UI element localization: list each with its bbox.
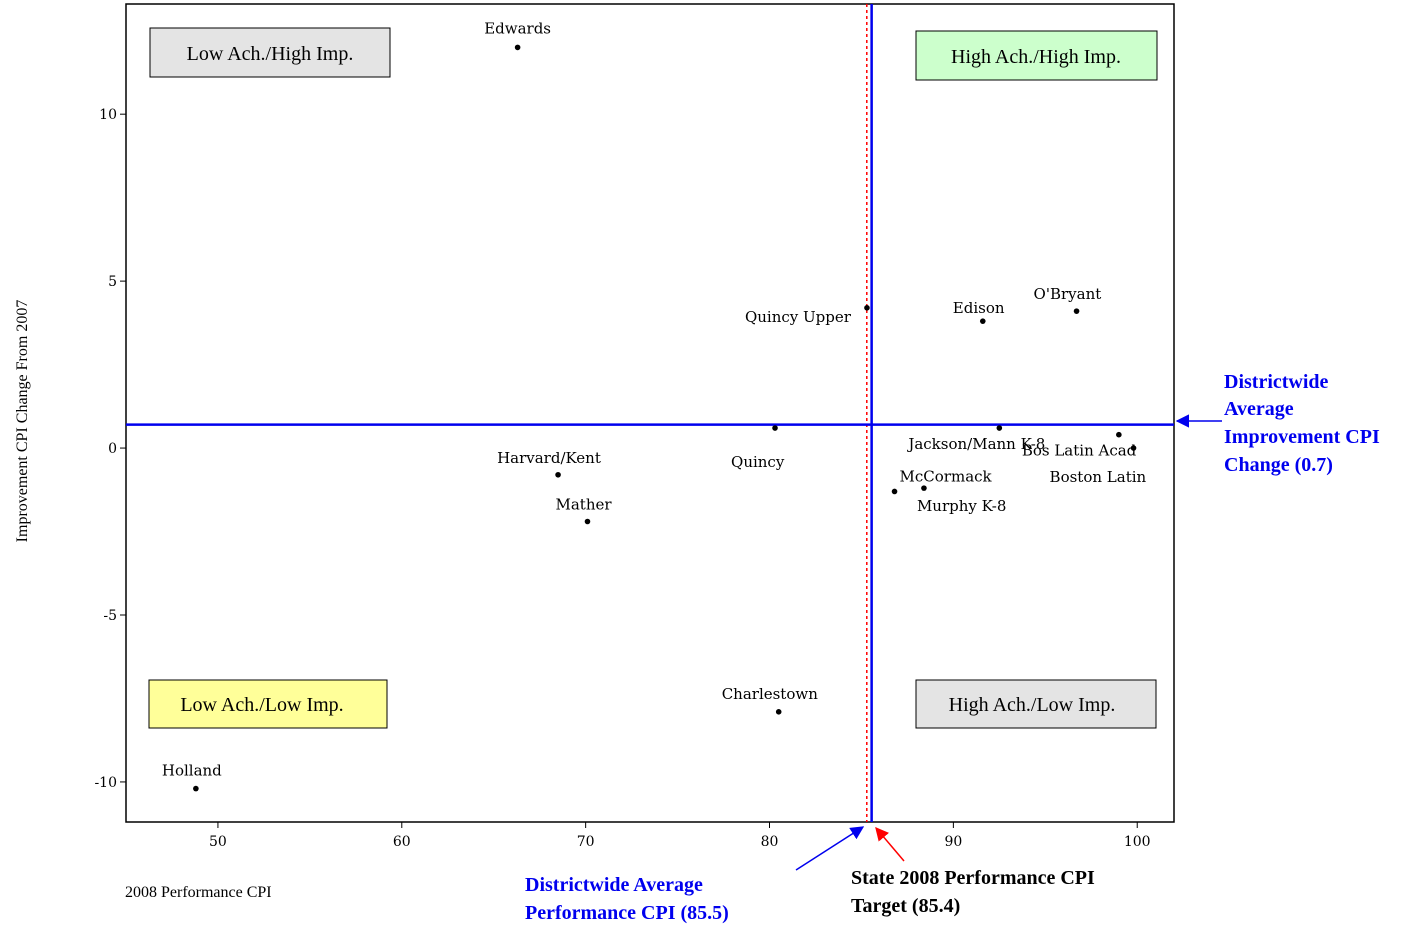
data-point bbox=[1116, 431, 1122, 438]
data-point-label: Edwards bbox=[484, 19, 551, 37]
annotation-district-performance-line-1: Districtwide Average bbox=[525, 874, 703, 896]
annotation-state-target-arrow bbox=[875, 826, 905, 862]
data-point bbox=[514, 44, 521, 51]
quadrant-top-left: Low Ach./High Imp. bbox=[149, 27, 391, 78]
data-point-label: Mather bbox=[555, 496, 612, 514]
annotation-district-performance: Districtwide Average Performance CPI (85… bbox=[525, 826, 865, 924]
annotation-district-performance-arrow bbox=[795, 826, 865, 871]
y-tick-label: -10 bbox=[94, 775, 117, 791]
data-point bbox=[775, 709, 782, 715]
x-tick-label: 80 bbox=[761, 834, 779, 850]
axis-ticks: 50 60 70 80 90 100 -10 -5 0 5 10 bbox=[94, 107, 1150, 850]
quadrant-top-right: High Ach./High Imp. bbox=[915, 30, 1158, 81]
y-tick-label: 0 bbox=[108, 441, 117, 457]
data-point bbox=[979, 318, 986, 324]
data-point bbox=[996, 425, 1003, 431]
data-point bbox=[772, 425, 778, 431]
x-tick-label: 70 bbox=[577, 834, 595, 850]
quadrant-bottom-right-box bbox=[915, 679, 1157, 729]
y-axis-title: Improvement CPI Change From 2007 bbox=[14, 300, 31, 543]
data-point-label: O'Bryant bbox=[1034, 285, 1102, 303]
y-tick-label: 5 bbox=[108, 274, 117, 290]
data-point-label: McCormack bbox=[900, 467, 993, 485]
reference-lines bbox=[126, 4, 1174, 822]
data-point-label: Harvard/Kent bbox=[497, 449, 601, 467]
annotation-state-target: State 2008 Performance CPI Target (85.4) bbox=[851, 826, 1095, 917]
annotation-district-improvement-line-1: Districtwide bbox=[1224, 371, 1329, 393]
data-point bbox=[584, 518, 591, 525]
data-point bbox=[1073, 308, 1080, 314]
data-point bbox=[193, 785, 199, 792]
annotation-district-performance-line-2: Performance CPI (85.5) bbox=[525, 902, 729, 924]
quadrant-top-left-label: Low Ach./High Imp. bbox=[187, 43, 354, 65]
data-point-label: Bos Latin Acad bbox=[1022, 442, 1137, 460]
data-point-label: Charlestown bbox=[722, 685, 819, 703]
data-point bbox=[921, 485, 927, 491]
data-point-label: Quincy Upper bbox=[745, 308, 852, 326]
data-point-label: Edison bbox=[953, 299, 1005, 317]
quadrant-bottom-right: High Ach./Low Imp. bbox=[915, 679, 1157, 729]
quadrant-top-right-box bbox=[915, 30, 1158, 81]
x-tick-label: 50 bbox=[209, 834, 227, 850]
y-tick-label: 10 bbox=[99, 107, 117, 123]
data-point bbox=[891, 488, 898, 495]
quadrant-bottom-left-box bbox=[148, 679, 388, 729]
annotation-state-target-line-2: Target (85.4) bbox=[851, 895, 960, 917]
data-point-label: Boston Latin bbox=[1050, 468, 1147, 486]
x-tick-label: 90 bbox=[944, 834, 962, 850]
x-tick-label: 60 bbox=[393, 834, 411, 850]
quadrant-top-right-label: High Ach./High Imp. bbox=[951, 46, 1121, 68]
data-point-label: Holland bbox=[162, 762, 222, 780]
data-point-label: Jackson/Mann K-8 bbox=[906, 435, 1045, 453]
data-point bbox=[555, 471, 561, 478]
annotation-district-improvement-line-4: Change (0.7) bbox=[1224, 454, 1333, 476]
x-axis-title: 2008 Performance CPI bbox=[125, 884, 272, 901]
quadrant-bottom-left-label: Low Ach./Low Imp. bbox=[180, 694, 343, 716]
data-point bbox=[864, 305, 870, 311]
x-tick-label: 100 bbox=[1124, 834, 1151, 850]
quadrant-bottom-left: Low Ach./Low Imp. bbox=[148, 679, 388, 729]
annotation-district-improvement-line-3: Improvement CPI bbox=[1224, 426, 1380, 448]
data-points: Edwards Quincy Upper Edison O'Bryant Quincy J… bbox=[162, 19, 1147, 792]
quadrant-bottom-right-label: High Ach./Low Imp. bbox=[949, 694, 1116, 716]
annotation-state-target-line-1: State 2008 Performance CPI bbox=[851, 867, 1095, 889]
data-point-label: Murphy K-8 bbox=[917, 497, 1006, 515]
y-tick-label: -5 bbox=[103, 608, 117, 624]
quadrant-top-left-box bbox=[149, 27, 391, 78]
data-point-label: Quincy bbox=[731, 453, 785, 471]
annotation-district-improvement: Districtwide Average Improvement CPI Cha… bbox=[1175, 371, 1380, 476]
annotation-district-improvement-line-2: Average bbox=[1224, 398, 1294, 420]
data-point bbox=[1130, 445, 1137, 451]
plot-frame bbox=[125, 3, 1175, 823]
